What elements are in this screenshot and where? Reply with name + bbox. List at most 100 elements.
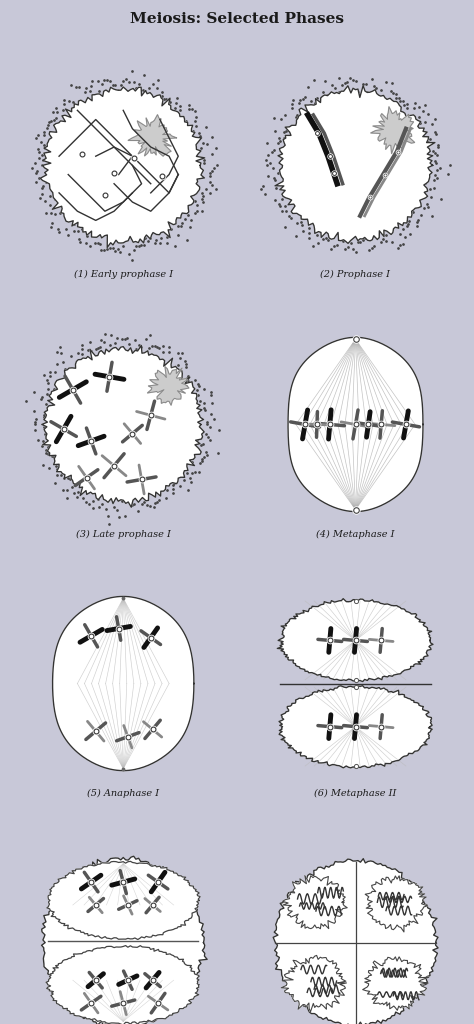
Point: [47, 124, 55, 140]
Point: [75, 97, 82, 114]
Point: [415, 109, 423, 125]
Point: [107, 327, 115, 343]
Point: [126, 336, 133, 352]
Point: [57, 339, 64, 355]
Point: [295, 95, 303, 112]
Point: [104, 507, 111, 523]
Point: [202, 443, 210, 460]
Point: [135, 76, 143, 92]
Point: [31, 414, 38, 430]
Point: [114, 241, 122, 257]
Point: [297, 208, 305, 224]
Point: [133, 239, 140, 255]
Point: [415, 99, 422, 116]
Point: [444, 166, 452, 182]
Point: [428, 116, 436, 132]
Point: [171, 475, 178, 492]
Point: [383, 232, 390, 249]
Point: [88, 73, 96, 89]
Point: [64, 470, 72, 486]
Point: [94, 340, 102, 356]
Point: [145, 80, 153, 96]
Point: [164, 355, 171, 372]
Point: [31, 155, 38, 171]
Point: [139, 82, 147, 98]
Point: [141, 230, 149, 247]
Point: [174, 345, 182, 361]
Point: [68, 108, 76, 124]
Point: [37, 134, 45, 151]
Point: [155, 479, 162, 496]
Point: [189, 146, 197, 163]
Point: [405, 213, 413, 229]
Point: [59, 102, 67, 119]
Point: [433, 126, 440, 142]
Point: [328, 77, 336, 93]
Point: [163, 489, 170, 506]
Point: [99, 496, 106, 512]
Point: [258, 181, 265, 198]
Point: [212, 180, 219, 197]
Point: [192, 109, 200, 125]
Point: [404, 215, 412, 231]
Point: [70, 485, 78, 502]
Point: [98, 76, 106, 92]
Point: [55, 224, 63, 241]
Point: [128, 342, 135, 358]
Point: [169, 484, 176, 501]
Point: [152, 231, 160, 248]
Point: [426, 180, 433, 197]
Point: [264, 135, 271, 152]
Point: [106, 73, 113, 89]
Point: [276, 133, 284, 150]
Point: [83, 227, 91, 244]
Point: [208, 406, 215, 422]
Point: [163, 91, 170, 108]
Point: [39, 177, 47, 194]
Point: [67, 348, 75, 365]
Point: [53, 461, 61, 477]
Point: [314, 236, 322, 252]
Point: [329, 90, 337, 106]
Point: [331, 80, 339, 96]
Point: [160, 355, 168, 372]
Point: [59, 481, 67, 498]
Point: [43, 205, 50, 221]
Point: [210, 411, 218, 427]
Point: [433, 162, 440, 178]
Point: [177, 350, 184, 367]
Point: [51, 365, 58, 381]
Point: [44, 375, 52, 391]
Point: [180, 471, 188, 487]
Point: [176, 368, 184, 384]
Point: [32, 412, 40, 428]
Point: [59, 354, 66, 371]
Point: [278, 151, 285, 167]
Point: [38, 438, 46, 455]
Point: [280, 162, 288, 178]
Point: [103, 72, 110, 88]
Point: [399, 220, 406, 237]
Point: [188, 465, 195, 481]
Point: [42, 402, 49, 419]
Point: [185, 100, 192, 117]
Point: [57, 467, 64, 483]
Point: [383, 74, 390, 90]
Point: [78, 354, 85, 371]
Point: [56, 205, 64, 221]
Point: [158, 88, 166, 104]
Point: [191, 113, 199, 129]
Point: [346, 70, 354, 86]
Point: [403, 96, 411, 113]
Point: [55, 195, 63, 211]
Point: [36, 391, 44, 408]
Point: [341, 75, 348, 91]
Point: [275, 196, 283, 212]
Point: [121, 508, 128, 524]
Point: [206, 419, 214, 435]
Point: [125, 74, 132, 90]
Point: [53, 356, 61, 373]
Point: [137, 237, 145, 253]
Point: [123, 330, 131, 346]
Point: [195, 378, 203, 394]
